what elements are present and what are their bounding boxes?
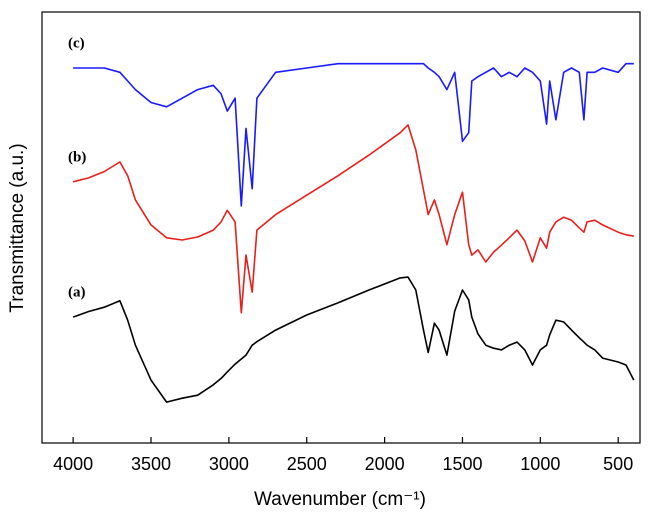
x-tick-label: 500	[603, 454, 633, 474]
x-tick-label: 1000	[520, 454, 560, 474]
spectrum-line	[72, 124, 634, 314]
y-axis-title: Transmittance (a.u.)	[7, 143, 28, 312]
x-tick-label: 3000	[209, 454, 249, 474]
spectrum-line	[73, 62, 634, 207]
x-tick-label: 4000	[53, 454, 93, 474]
x-tick-label: 2000	[365, 454, 405, 474]
spectrum-line	[72, 276, 635, 403]
x-tick-label: 3500	[131, 454, 171, 474]
x-tick-label: 2500	[287, 454, 327, 474]
plot-frame	[41, 11, 641, 444]
series-label: (b)	[68, 149, 86, 165]
x-axis-title: Wavenumber (cm⁻¹)	[254, 489, 426, 510]
series-label: (a)	[68, 285, 86, 301]
series-label: (c)	[68, 35, 85, 51]
x-tick-label: 1500	[442, 454, 482, 474]
